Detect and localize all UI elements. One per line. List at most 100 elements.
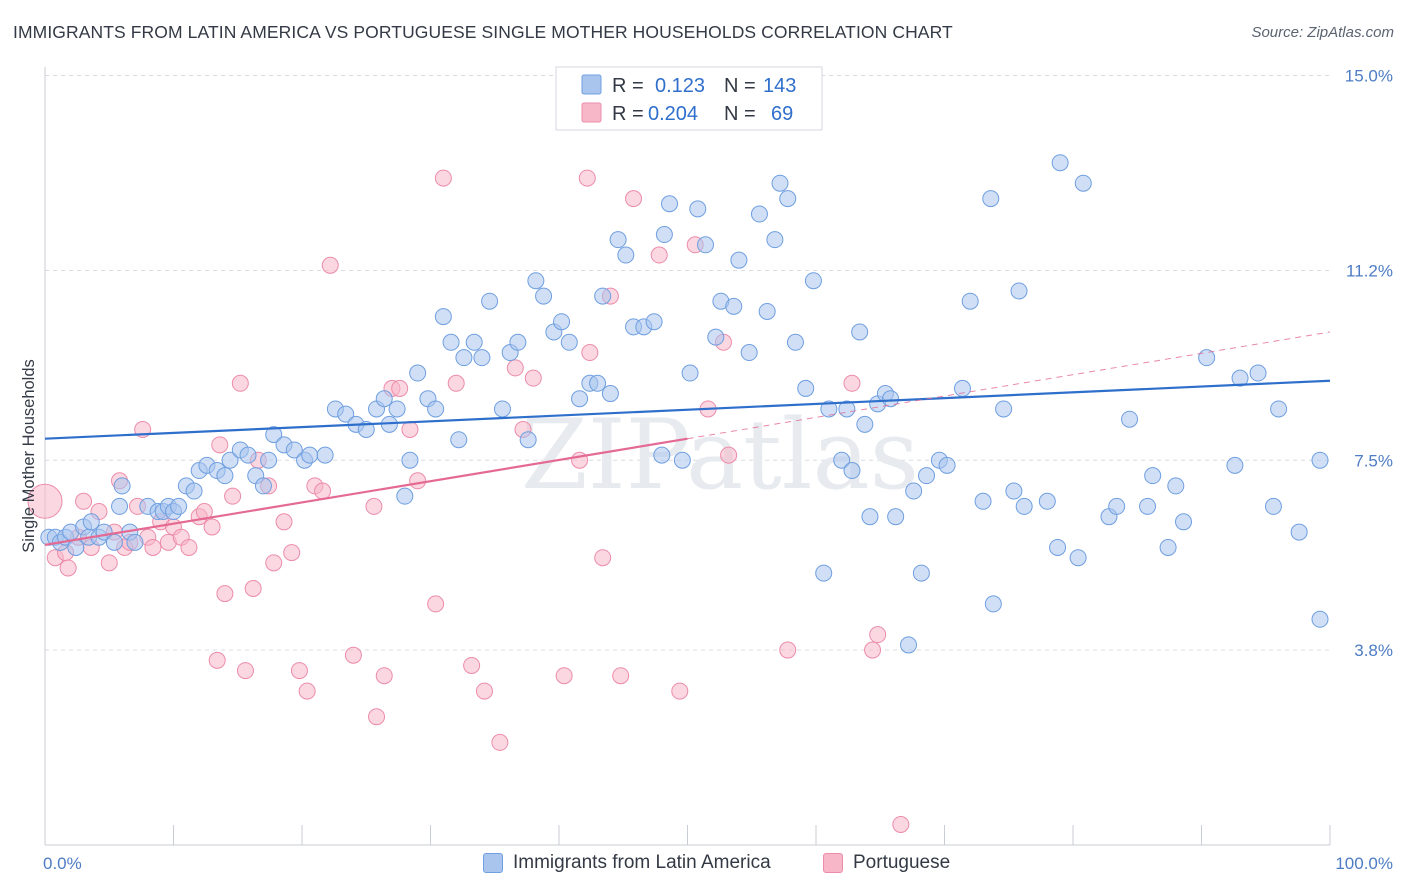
latin-america-point xyxy=(1159,538,1177,556)
latin-america-point xyxy=(434,308,452,326)
latin-america-point xyxy=(265,426,283,444)
latin-america-point xyxy=(1311,451,1329,469)
latin-america-point xyxy=(254,477,272,495)
latin-america-point xyxy=(707,328,725,346)
portuguese-point xyxy=(447,374,465,392)
portuguese-point xyxy=(491,733,509,751)
portuguese-trend-extension xyxy=(687,331,1331,440)
latin-america-point xyxy=(473,349,491,367)
latin-america-point xyxy=(285,441,303,459)
latin-america-point xyxy=(905,482,923,500)
portuguese-point xyxy=(321,256,339,274)
legend-swatch-portuguese xyxy=(823,853,843,873)
portuguese-points xyxy=(27,169,910,833)
y-tick-label: 3.8% xyxy=(1354,641,1393,660)
latin-america-point xyxy=(696,236,714,254)
latin-america-point xyxy=(1038,492,1056,510)
portuguese-point xyxy=(864,641,882,659)
portuguese-point xyxy=(650,246,668,264)
legend-swatch-pink xyxy=(581,102,602,123)
latin-america-point xyxy=(465,333,483,351)
chart-title: IMMIGRANTS FROM LATIN AMERICA VS PORTUGU… xyxy=(13,22,953,42)
latin-america-point xyxy=(984,595,1002,613)
trend-lines xyxy=(44,331,1331,546)
legend-item-portuguese: Portuguese xyxy=(823,852,950,874)
latin-america-point xyxy=(535,287,553,305)
latin-america-point xyxy=(560,333,578,351)
latin-america-point xyxy=(1249,364,1267,382)
latin-america-point xyxy=(442,333,460,351)
latin-america-point xyxy=(982,190,1000,208)
x-tick-labels: 0.0% 100.0% xyxy=(43,854,1393,873)
latin-america-point xyxy=(689,200,707,218)
latin-america-point xyxy=(912,564,930,582)
portuguese-point xyxy=(208,651,226,669)
latin-america-point xyxy=(185,482,203,500)
portuguese-point xyxy=(401,420,419,438)
portuguese-point xyxy=(555,667,573,685)
latin-america-point xyxy=(1005,482,1023,500)
latin-america-point xyxy=(609,231,627,249)
latin-america-point xyxy=(450,431,468,449)
portuguese-point xyxy=(211,436,229,454)
portuguese-point xyxy=(224,487,242,505)
portuguese-point xyxy=(298,682,316,700)
portuguese-point xyxy=(375,667,393,685)
latin-america-point xyxy=(797,379,815,397)
latin-america-point xyxy=(337,405,355,423)
portuguese-point xyxy=(236,662,254,680)
latin-america-point xyxy=(1311,610,1329,628)
axes xyxy=(44,67,1331,846)
latin-america-point xyxy=(974,492,992,510)
legend-label-latin-america: Immigrants from Latin America xyxy=(513,852,771,873)
latin-america-point xyxy=(779,190,797,208)
latin-america-point xyxy=(771,174,789,192)
latin-america-point xyxy=(1108,497,1126,515)
portuguese-point xyxy=(612,667,630,685)
latin-america-point xyxy=(126,533,144,551)
portuguese-point xyxy=(344,646,362,664)
latin-america-point xyxy=(493,400,511,418)
latin-america-point xyxy=(900,636,918,654)
portuguese-point xyxy=(892,815,910,833)
latin-america-point xyxy=(509,333,527,351)
latin-america-point xyxy=(401,451,419,469)
latin-america-point xyxy=(766,231,784,249)
portuguese-point xyxy=(524,369,542,387)
latin-america-point xyxy=(750,205,768,223)
latin-america-point xyxy=(67,538,85,556)
latin-america-point xyxy=(571,390,589,408)
portuguese-point xyxy=(314,482,332,500)
x-tick-label: 0.0% xyxy=(43,854,82,873)
latin-america-point xyxy=(1049,538,1067,556)
grid-lines xyxy=(45,75,1330,651)
latin-america-point xyxy=(861,508,879,526)
latin-america-point xyxy=(851,323,869,341)
latin-america-point xyxy=(396,487,414,505)
latin-america-point xyxy=(239,446,257,464)
latin-america-point xyxy=(82,513,100,531)
y-tick-label: 15.0% xyxy=(1345,67,1393,86)
latin-america-point xyxy=(740,344,758,362)
legend-n-value: 69 xyxy=(771,103,793,125)
latin-america-point xyxy=(1290,523,1308,541)
latin-america-point xyxy=(995,400,1013,418)
portuguese-point xyxy=(625,190,643,208)
latin-america-point xyxy=(882,390,900,408)
latin-america-point xyxy=(681,364,699,382)
portuguese-point xyxy=(216,585,234,603)
latin-america-point xyxy=(519,431,537,449)
portuguese-point xyxy=(869,626,887,644)
latin-america-point xyxy=(843,462,861,480)
legend-r-value: 0.204 xyxy=(648,103,698,125)
legend-n-label: N = xyxy=(724,75,756,97)
latin-america-point xyxy=(301,446,319,464)
latin-america-point xyxy=(918,467,936,485)
latin-america-point xyxy=(553,313,571,331)
legend-label-portuguese: Portuguese xyxy=(853,852,951,873)
latin-america-point xyxy=(1270,400,1288,418)
portuguese-point xyxy=(75,492,93,510)
latin-america-point xyxy=(725,297,743,315)
latin-america-point xyxy=(527,272,545,290)
